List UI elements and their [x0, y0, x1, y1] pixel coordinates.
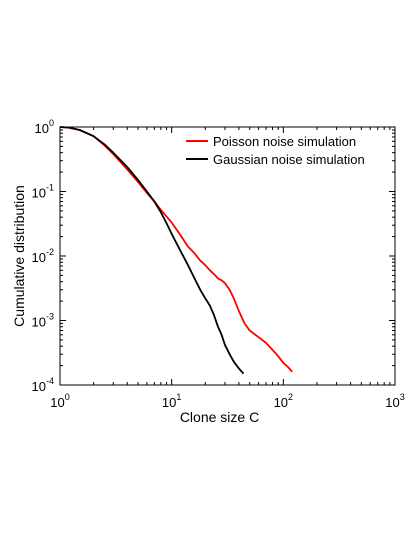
legend-label: Gaussian noise simulation [213, 152, 365, 167]
tick-marks [59, 126, 396, 386]
y-tick-label: 100 [35, 118, 54, 136]
tick-base: 10 [50, 395, 64, 410]
legend: Poisson noise simulation Gaussian noise s… [186, 134, 365, 167]
tick-exponent: -2 [46, 247, 54, 257]
tick-base: 10 [32, 186, 46, 201]
y-tick-label: 10-1 [32, 183, 54, 201]
x-tick-labels: 100 101 102 103 [50, 392, 404, 410]
y-axis-label: Cumulative distribution [11, 185, 27, 327]
legend-label: Poisson noise simulation [213, 134, 356, 149]
tick-exponent: 3 [400, 392, 405, 402]
series-line-gaussian [59, 126, 245, 375]
x-tick-label: 100 [50, 392, 69, 410]
tick-base: 10 [32, 315, 46, 330]
x-tick-label: 102 [274, 392, 293, 410]
tick-exponent: -4 [46, 376, 54, 386]
series-lines [59, 126, 293, 375]
x-axis-label: Clone size C [180, 409, 259, 425]
tick-base: 10 [385, 395, 399, 410]
tick-base: 10 [274, 395, 288, 410]
tick-exponent: 0 [49, 118, 54, 128]
tick-base: 10 [32, 379, 46, 394]
x-tick-label: 103 [385, 392, 404, 410]
tick-exponent: -1 [46, 183, 54, 193]
tick-exponent: 1 [176, 392, 181, 402]
tick-base: 10 [35, 121, 49, 136]
series-line-poisson [59, 126, 293, 373]
y-tick-label: 10-4 [32, 376, 54, 394]
tick-exponent: 2 [288, 392, 293, 402]
plot-area [59, 126, 396, 386]
tick-base: 10 [162, 395, 176, 410]
y-tick-label: 10-2 [32, 247, 54, 265]
tick-exponent: 0 [65, 392, 70, 402]
tick-exponent: -3 [46, 312, 54, 322]
y-tick-label: 10-3 [32, 312, 54, 330]
tick-base: 10 [32, 250, 46, 265]
x-tick-label: 101 [162, 392, 181, 410]
